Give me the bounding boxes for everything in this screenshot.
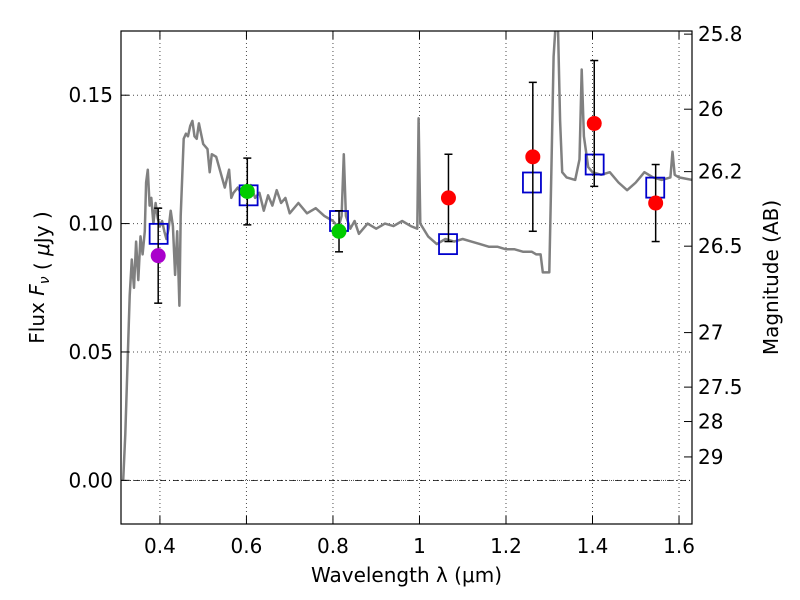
mag-tick-label: 27.5 [698,375,743,399]
observed-flux-point [440,190,456,206]
mag-tick-label: 25.8 [698,22,743,46]
x-tick-label: 0.8 [317,534,349,558]
x-tick-label: 1.2 [490,534,522,558]
data-series [148,59,666,304]
mag-tick-label: 26.5 [698,234,743,258]
x-axis-label: Wavelength λ (μm) [311,563,502,587]
y-axis-label: Flux Fν ( μJy ) [25,211,54,343]
model-photometry-square [522,171,542,194]
x-tick-label: 1.4 [577,534,609,558]
y-tick-label: 0.15 [68,83,113,107]
mag-tick-label: 26.2 [698,160,743,184]
mag-tick-label: 27 [698,321,723,345]
observed-flux-point [331,223,347,239]
observed-flux-point [586,115,602,131]
observed-flux-point [648,195,664,211]
y-tick-label: 0.00 [68,468,113,492]
y-tick-label: 0.05 [68,340,113,364]
observed-flux-point [150,248,166,264]
axis-ticks: 0.4 0.6 0.8 1 1.2 1.4 1.6 0.00 0.05 0.10 0.15 25.8 2… [68,22,742,558]
x-tick-label: 1.6 [663,534,695,558]
x-tick-label: 1 [413,534,426,558]
y-tick-label: 0.10 [68,212,113,236]
mag-tick-label: 26 [698,97,723,121]
grid [121,31,692,524]
x-tick-label: 0.4 [144,534,176,558]
model-spectrum-line [121,31,692,481]
mag-tick-label: 29 [698,445,723,469]
right-y-axis-label: Magnitude (AB) [759,200,783,355]
x-tick-label: 0.6 [231,534,263,558]
observed-flux-point [525,149,541,165]
mag-tick-label: 28 [698,410,723,434]
observed-flux-point [239,183,255,199]
plot-frame [120,30,693,525]
